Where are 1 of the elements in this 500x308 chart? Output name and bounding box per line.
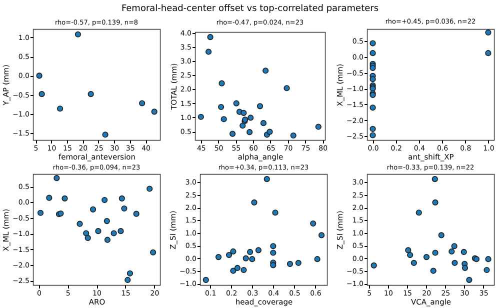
text: Femoral-head-center offset vs top-correlated parameters	[120, 3, 380, 16]
